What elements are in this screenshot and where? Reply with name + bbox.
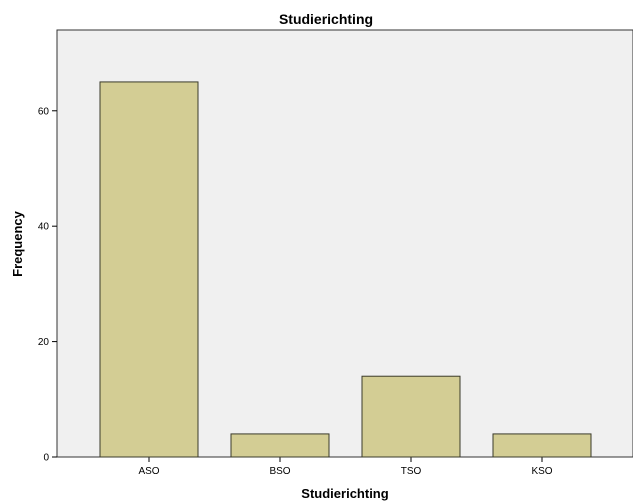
x-axis-label: Studierichting — [301, 486, 388, 501]
x-tick-label: KSO — [531, 466, 552, 477]
x-tick-label: ASO — [138, 466, 159, 477]
bar-aso — [99, 81, 199, 458]
y-tick-label: 0 — [43, 453, 49, 464]
y-tick-label: 20 — [38, 337, 50, 348]
x-axis: ASO BSO TSO KSO — [138, 457, 553, 477]
y-tick-label: 40 — [38, 222, 50, 233]
y-tick-label: 60 — [38, 106, 50, 117]
bar-kso — [492, 433, 592, 458]
x-tick-label: BSO — [269, 466, 290, 477]
bar-tso — [361, 375, 461, 458]
bar-bso — [230, 433, 330, 458]
y-axis: 0 20 40 60 — [38, 106, 57, 464]
y-axis-label: Frequency — [10, 210, 25, 277]
bars — [99, 81, 592, 458]
x-tick-label: TSO — [401, 466, 422, 477]
chart-title: Studierichting — [279, 11, 373, 27]
